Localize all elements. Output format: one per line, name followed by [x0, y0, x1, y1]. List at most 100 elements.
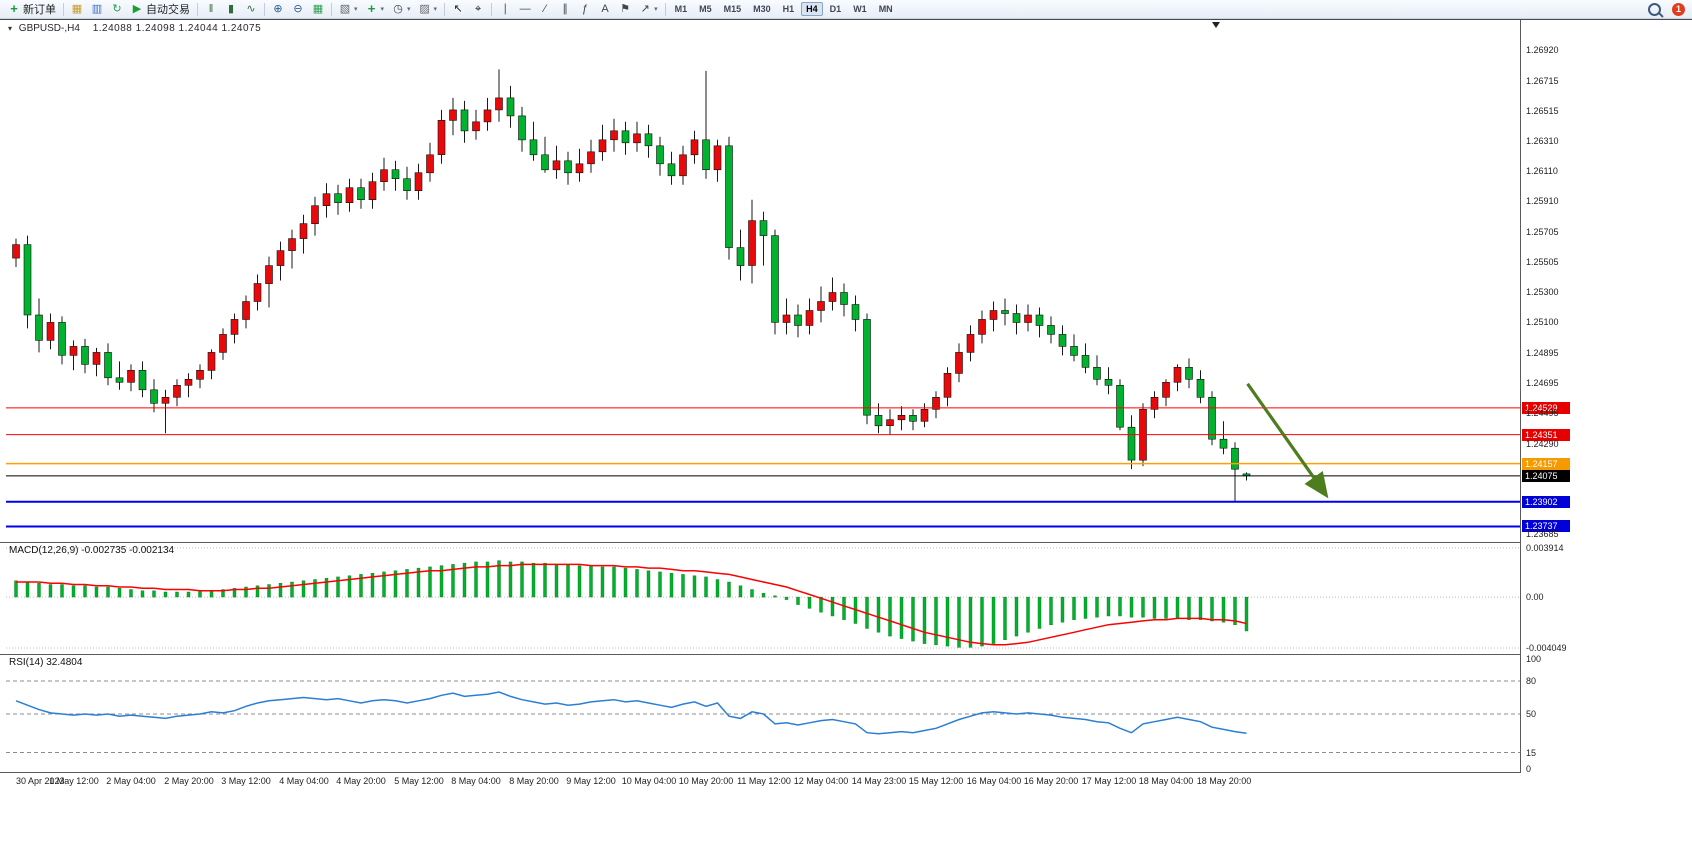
line-chart-icon: ∿ — [246, 3, 256, 15]
indicators-icon: + — [367, 1, 376, 16]
timeframe-d1-button[interactable]: D1 — [829, 4, 842, 14]
price-badge: 1.24075 — [1522, 470, 1570, 482]
bar-chart-icon: ‖ — [208, 3, 214, 15]
price-tick-label: 1.26920 — [1526, 45, 1559, 55]
chevron-down-icon[interactable]: ▾ — [654, 6, 658, 13]
navigator-icon: ↻ — [112, 3, 122, 15]
time-scale[interactable]: 30 Apr 2023 1 May 12:00 2 May 04:00 2 May 2… — [0, 773, 1520, 791]
cursor-icon: ↖ — [453, 3, 463, 15]
new-chart-button[interactable]: ▧ ▾ — [335, 0, 362, 18]
date-label: 8 May 20:00 — [509, 776, 559, 786]
label-icon: ⚑ — [620, 3, 630, 15]
candlestick-chart-icon: ▮ — [227, 3, 235, 15]
periods-button[interactable]: ◷ ▾ — [388, 0, 415, 18]
zoom-in-button[interactable]: ⊕ — [268, 0, 288, 18]
vertical-line-button[interactable]: ∣ — [495, 0, 515, 18]
timeframe-m30-button[interactable]: M30 — [753, 4, 771, 14]
channel-button[interactable]: ∥ — [555, 0, 575, 18]
candlestick-plot[interactable] — [6, 41, 1520, 541]
timeframe-h4-button[interactable]: H4 — [801, 2, 823, 16]
date-label: 16 May 20:00 — [1023, 776, 1079, 786]
date-label: 18 May 20:00 — [1196, 776, 1252, 786]
line-chart-button[interactable]: ∿ — [241, 0, 261, 18]
timeframe-m1-button[interactable]: M1 — [674, 4, 688, 14]
macd-title: MACD(12,26,9) — [9, 545, 79, 556]
panel-separator[interactable] — [0, 654, 1600, 655]
date-label: 4 May 04:00 — [279, 776, 329, 786]
indicators-button[interactable]: + ▾ — [362, 0, 389, 18]
price-tick-label: 1.26515 — [1526, 106, 1559, 116]
zoom-out-icon: ⊖ — [293, 3, 303, 15]
autotrading-button[interactable]: ▶ 自动交易 — [127, 0, 194, 18]
price-badge: 1.23737 — [1522, 520, 1570, 532]
date-label: 1 May 12:00 — [49, 776, 99, 786]
search-button[interactable] — [1644, 0, 1669, 18]
zoom-in-icon: ⊕ — [273, 3, 283, 15]
price-tick-label: 1.24895 — [1526, 348, 1559, 358]
panel-separator[interactable] — [0, 542, 1600, 543]
new-order-button[interactable]: + 新订单 — [4, 0, 60, 18]
macd-plot[interactable] — [6, 543, 1520, 653]
price-tick-label: 1.24290 — [1526, 439, 1559, 449]
date-label: 14 May 23:00 — [851, 776, 907, 786]
chart-menu-icon[interactable]: ▾ — [8, 24, 13, 33]
trendline-icon: ∕ — [544, 3, 546, 15]
down-arrow-annotation[interactable] — [1246, 382, 1329, 499]
macd-values: -0.002735 -0.002134 — [81, 545, 175, 556]
date-label: 30 Apr 2023 — [16, 776, 65, 786]
rsi-axis-label: 15 — [1526, 748, 1537, 758]
fibonacci-button[interactable]: ƒ — [575, 0, 595, 18]
market-watch-icon: ▦ — [71, 3, 83, 15]
price-tick-label: 1.25705 — [1526, 227, 1559, 237]
text-icon: A — [601, 3, 609, 15]
rsi-value: 32.4804 — [46, 657, 83, 668]
text-button[interactable]: A — [595, 0, 615, 18]
price-tick-label: 1.24495 — [1526, 408, 1559, 418]
trendline-button[interactable]: ∕ — [535, 0, 555, 18]
date-label: 17 May 12:00 — [1081, 776, 1137, 786]
crosshair-button[interactable]: ⌖ — [468, 0, 488, 18]
date-label: 4 May 20:00 — [336, 776, 386, 786]
chevron-down-icon[interactable]: ▾ — [380, 6, 385, 13]
date-label: 12 May 04:00 — [793, 776, 849, 786]
cursor-button[interactable]: ↖ — [448, 0, 468, 18]
chart-symbol-label: ▾ GBPUSD-,H4 1.24088 1.24098 1.24044 1.2… — [8, 23, 261, 34]
chevron-down-icon[interactable]: ▾ — [354, 6, 358, 13]
date-label: 5 May 12:00 — [394, 776, 444, 786]
templates-button[interactable]: ▨ ▾ — [415, 0, 442, 18]
arrows-button[interactable]: ↗ ▾ — [635, 0, 662, 18]
candlestick-chart-button[interactable]: ▮ — [221, 0, 241, 18]
rsi-axis-label: 80 — [1526, 676, 1537, 686]
price-scale[interactable]: 1.24529 1.24351 1.24157 1.24075 1.23902 1.237… — [1521, 20, 1691, 774]
navigator-button[interactable]: ↻ — [107, 0, 127, 18]
chevron-down-icon[interactable]: ▾ — [407, 6, 411, 13]
bar-chart-button[interactable]: ‖ — [201, 0, 221, 18]
date-label: 3 May 12:00 — [221, 776, 271, 786]
timeframe-w1-button[interactable]: W1 — [853, 4, 867, 14]
market-watch-button[interactable]: ▦ — [67, 0, 87, 18]
autotrading-icon: ▶ — [132, 3, 142, 15]
chevron-down-icon[interactable]: ▾ — [433, 6, 438, 13]
vertical-line-icon: ∣ — [502, 3, 508, 15]
timeframe-m5-button[interactable]: M5 — [699, 4, 712, 14]
tile-windows-button[interactable]: ▦ — [308, 0, 328, 18]
arrows-icon: ↗ — [640, 3, 650, 15]
rsi-plot[interactable] — [6, 655, 1520, 771]
timeframe-mn-button[interactable]: MN — [878, 4, 893, 14]
horizontal-line-button[interactable]: ― — [515, 0, 535, 18]
zoom-out-button[interactable]: ⊖ — [288, 0, 308, 18]
rsi-title: RSI(14) — [9, 657, 44, 668]
symbol-text: GBPUSD-,H4 — [18, 23, 80, 34]
notification-badge[interactable]: 1 — [1672, 2, 1685, 16]
label-button[interactable]: ⚑ — [615, 0, 635, 18]
price-tick-label: 1.26715 — [1526, 76, 1559, 86]
chart-window[interactable]: ▾ GBPUSD-,H4 1.24088 1.24098 1.24044 1.2… — [0, 19, 1692, 853]
rsi-axis-label: 100 — [1526, 654, 1542, 664]
new-order-icon: + — [10, 1, 18, 16]
ohlc-values: 1.24088 1.24098 1.24044 1.24075 — [92, 23, 262, 34]
chart-shift-marker[interactable] — [1212, 22, 1220, 28]
timeframe-m15-button[interactable]: M15 — [723, 4, 742, 14]
timeframe-h1-button[interactable]: H1 — [782, 4, 795, 14]
data-window-button[interactable]: ▥ — [87, 0, 107, 18]
channel-icon: ∥ — [562, 3, 568, 15]
